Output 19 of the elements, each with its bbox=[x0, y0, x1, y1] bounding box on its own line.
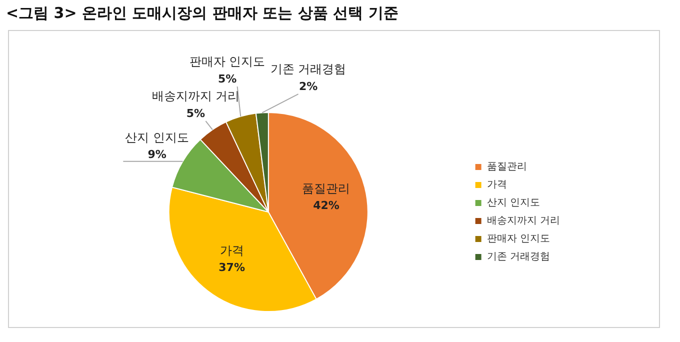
legend-label: 기존 거래경험 bbox=[486, 252, 550, 263]
slice-label: 품질관리 bbox=[302, 181, 350, 196]
data-label: 37% bbox=[218, 261, 245, 274]
legend-label: 가격 bbox=[486, 180, 507, 191]
slice-label: 기존 거래경험 bbox=[270, 62, 346, 76]
slice-label: 판매자 인지도 bbox=[189, 54, 266, 69]
legend-label: 배송지까지 거리 bbox=[486, 216, 560, 227]
legend-label: 판매자 인지도 bbox=[486, 234, 550, 245]
slice-label: 배송지까지 거리 bbox=[152, 89, 240, 104]
data-label: 5% bbox=[186, 106, 206, 120]
slice-label: 가격 bbox=[220, 243, 244, 258]
data-label: 42% bbox=[313, 199, 340, 212]
chart-title: <그림 3> 온라인 도매시장의 판매자 또는 상품 선택 기준 bbox=[6, 4, 398, 23]
data-label: 5% bbox=[218, 72, 237, 86]
data-label: 9% bbox=[148, 148, 166, 162]
legend-label: 산지 인지도 bbox=[486, 198, 540, 209]
data-label: 2% bbox=[298, 80, 318, 93]
legend-label: 품질관리 bbox=[486, 162, 527, 173]
slice-label: 산지 인지도 bbox=[125, 130, 189, 144]
